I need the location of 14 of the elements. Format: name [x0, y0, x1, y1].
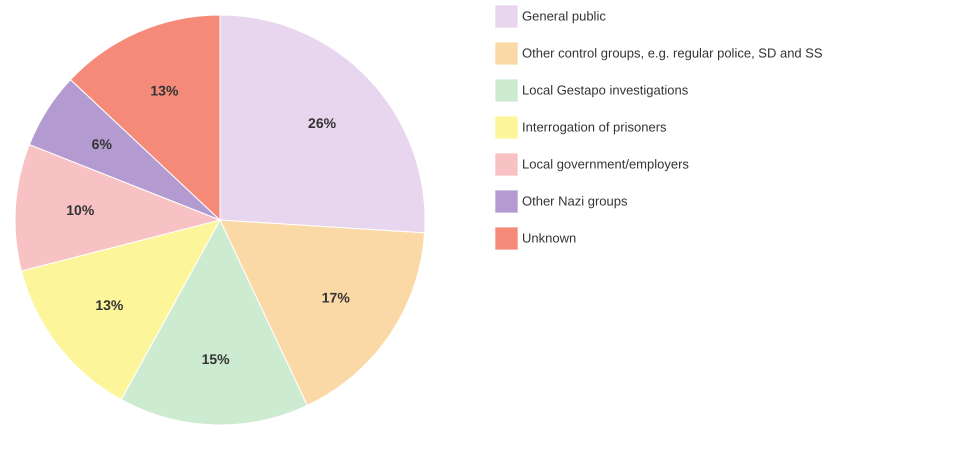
data-label: 10% [66, 202, 95, 218]
data-label: 13% [95, 296, 124, 313]
data-label: 13% [150, 82, 179, 99]
data-label: 17% [322, 290, 350, 306]
legend-label: Interrogation of prisoners [522, 120, 668, 134]
legend-label: Other Nazi groups [522, 194, 628, 208]
legend-label: Unknown [522, 230, 576, 246]
legend-label: Local government/employers [522, 156, 690, 172]
legend-label: Other control groups, e.g. regular police, SD and SS [522, 46, 823, 60]
data-label: 6% [92, 136, 112, 152]
data-label: 26% [308, 115, 337, 132]
data-label: 15% [202, 350, 230, 367]
legend-label: General public [522, 8, 606, 24]
legend-label: Local Gestapo investigations [522, 82, 689, 98]
